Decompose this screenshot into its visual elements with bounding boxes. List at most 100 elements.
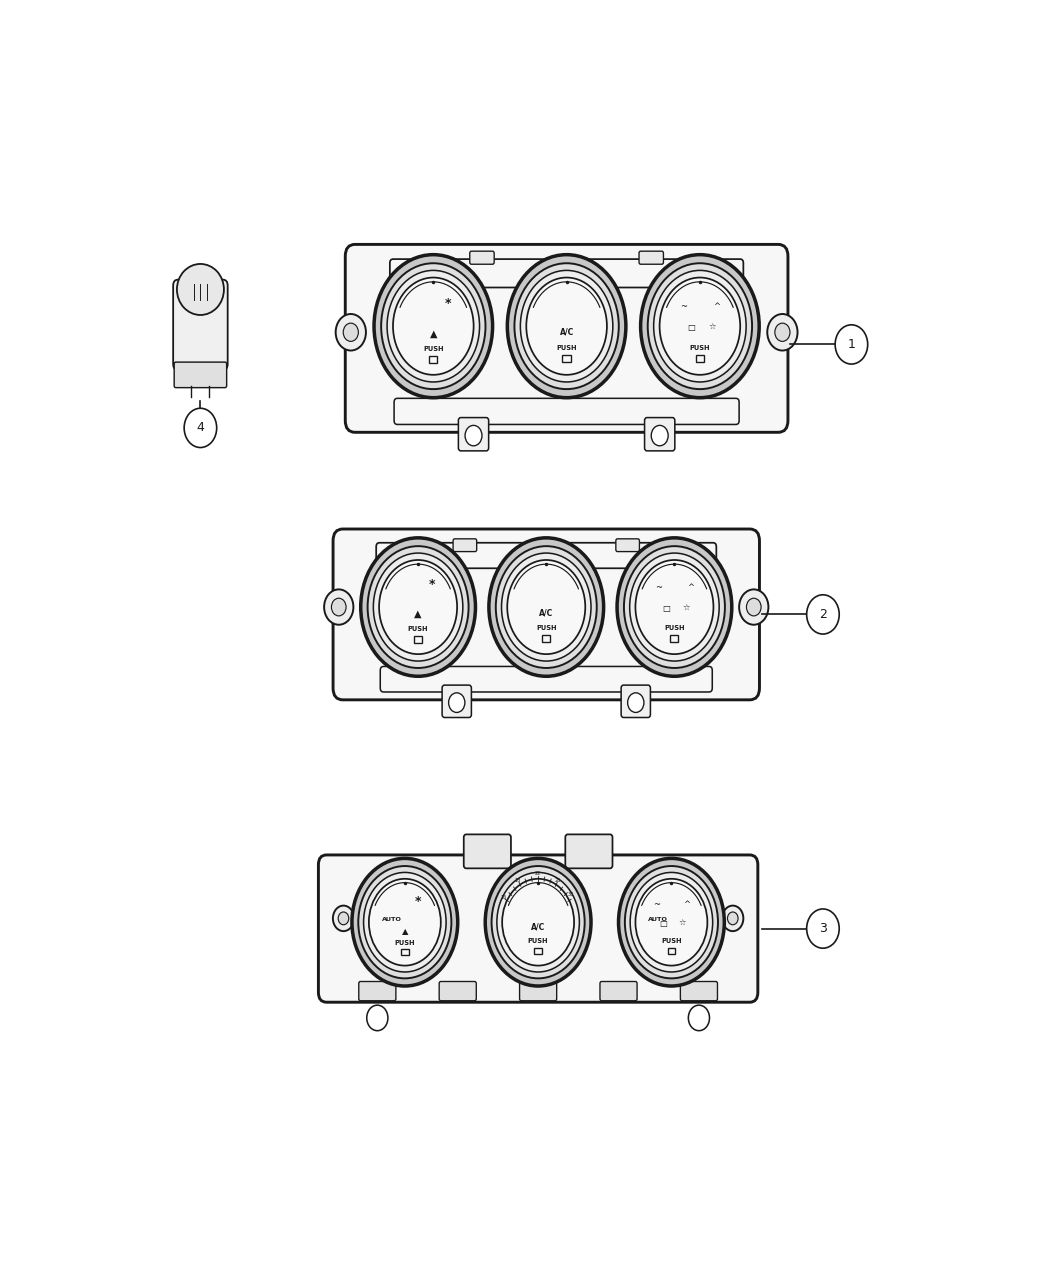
FancyBboxPatch shape	[359, 982, 396, 1001]
FancyBboxPatch shape	[645, 418, 675, 451]
Circle shape	[363, 872, 446, 972]
Text: AUTO: AUTO	[381, 917, 401, 922]
Circle shape	[806, 909, 839, 949]
Circle shape	[507, 560, 585, 654]
Circle shape	[343, 323, 358, 342]
Bar	[563, 354, 571, 362]
Text: 22: 22	[536, 871, 541, 876]
FancyBboxPatch shape	[680, 982, 717, 1001]
Circle shape	[640, 255, 759, 398]
Circle shape	[651, 426, 668, 446]
Circle shape	[507, 255, 626, 398]
Circle shape	[628, 692, 644, 713]
Bar	[429, 356, 438, 363]
Circle shape	[835, 325, 867, 365]
Circle shape	[502, 878, 574, 965]
Circle shape	[654, 270, 747, 382]
Circle shape	[521, 270, 613, 382]
Circle shape	[635, 560, 713, 654]
Text: ☆: ☆	[682, 604, 690, 613]
Text: PUSH: PUSH	[407, 626, 428, 632]
Text: PUSH: PUSH	[423, 346, 444, 352]
FancyBboxPatch shape	[442, 685, 471, 718]
Text: 4: 4	[196, 422, 205, 435]
Text: 26: 26	[555, 877, 562, 882]
FancyBboxPatch shape	[469, 251, 495, 264]
Circle shape	[617, 538, 732, 676]
Circle shape	[722, 905, 743, 931]
Circle shape	[625, 866, 718, 978]
Text: ~: ~	[653, 900, 660, 909]
Text: □: □	[687, 323, 695, 332]
Circle shape	[648, 263, 752, 389]
Text: *: *	[415, 895, 421, 908]
Circle shape	[491, 866, 585, 978]
FancyBboxPatch shape	[464, 834, 511, 868]
Circle shape	[324, 589, 354, 625]
Circle shape	[502, 553, 591, 660]
FancyBboxPatch shape	[439, 982, 477, 1001]
Text: ~: ~	[655, 583, 662, 592]
FancyBboxPatch shape	[345, 245, 788, 432]
Text: 2: 2	[819, 608, 827, 621]
Circle shape	[497, 872, 580, 972]
Circle shape	[332, 598, 346, 616]
Circle shape	[381, 263, 485, 389]
Circle shape	[806, 594, 839, 634]
Text: A/C: A/C	[560, 328, 573, 337]
Bar	[534, 947, 542, 954]
Circle shape	[387, 270, 480, 382]
Circle shape	[448, 692, 465, 713]
Circle shape	[768, 314, 798, 351]
Circle shape	[630, 553, 719, 660]
Circle shape	[526, 278, 607, 375]
Text: *: *	[429, 579, 436, 592]
Circle shape	[689, 1005, 710, 1030]
Circle shape	[485, 858, 591, 986]
Circle shape	[624, 546, 724, 668]
Text: ▲: ▲	[415, 609, 422, 618]
Text: ^: ^	[713, 302, 720, 311]
Circle shape	[659, 278, 740, 375]
Circle shape	[374, 553, 463, 660]
Circle shape	[630, 872, 713, 972]
Circle shape	[333, 905, 354, 931]
Circle shape	[358, 866, 452, 978]
FancyBboxPatch shape	[174, 362, 227, 388]
Text: *: *	[445, 297, 452, 310]
Text: ☆: ☆	[678, 919, 686, 928]
FancyBboxPatch shape	[565, 834, 612, 868]
Circle shape	[739, 589, 769, 625]
Circle shape	[368, 546, 468, 668]
Text: ^: ^	[687, 583, 694, 592]
Circle shape	[366, 1005, 387, 1030]
Circle shape	[618, 858, 724, 986]
Circle shape	[338, 912, 349, 924]
Text: PUSH: PUSH	[528, 938, 548, 945]
Text: AUTO: AUTO	[648, 917, 668, 922]
Circle shape	[336, 314, 366, 351]
FancyBboxPatch shape	[520, 982, 556, 1001]
Text: ~: ~	[679, 302, 687, 311]
Text: 18: 18	[514, 877, 521, 882]
Text: □: □	[659, 919, 668, 928]
FancyBboxPatch shape	[459, 418, 488, 451]
Bar	[401, 949, 408, 955]
Ellipse shape	[176, 264, 224, 315]
FancyBboxPatch shape	[318, 856, 758, 1002]
Text: PUSH: PUSH	[536, 625, 556, 631]
Text: ^: ^	[682, 900, 690, 909]
Circle shape	[361, 538, 476, 676]
FancyBboxPatch shape	[454, 539, 477, 552]
Text: A/C: A/C	[531, 923, 545, 932]
Text: A/C: A/C	[539, 608, 553, 617]
Text: PUSH: PUSH	[556, 344, 576, 351]
Circle shape	[775, 323, 790, 342]
Circle shape	[374, 255, 492, 398]
Text: PUSH: PUSH	[395, 940, 415, 946]
FancyBboxPatch shape	[639, 251, 664, 264]
FancyBboxPatch shape	[600, 982, 637, 1001]
Text: 30: 30	[568, 892, 574, 896]
Text: 3: 3	[819, 922, 827, 935]
Circle shape	[496, 546, 596, 668]
